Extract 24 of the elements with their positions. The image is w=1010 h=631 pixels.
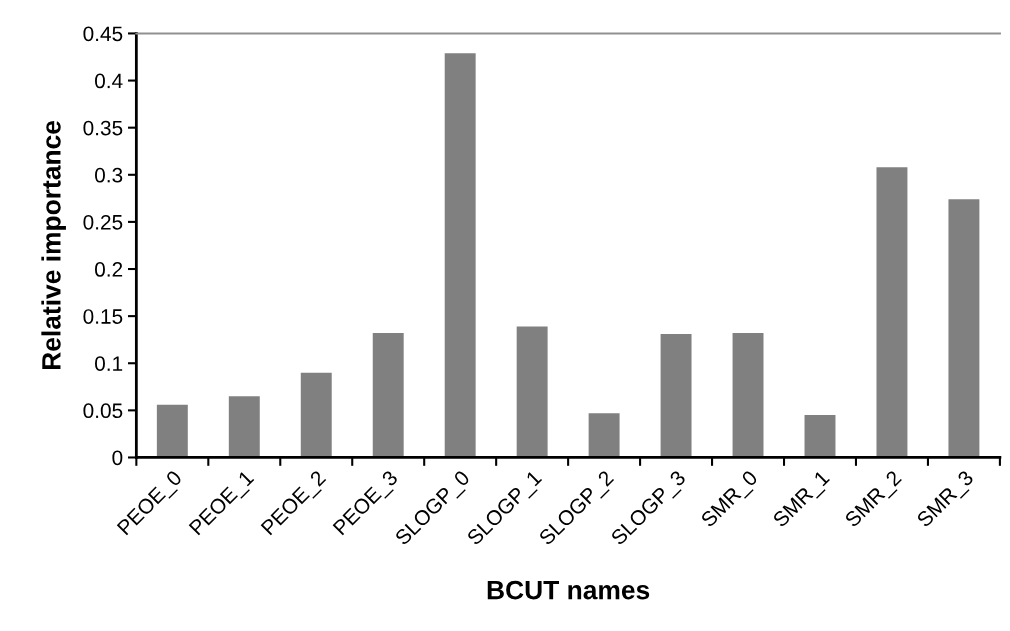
y-tick-label: 0.4: [95, 73, 123, 89]
y-tick-label: 0.3: [95, 167, 123, 183]
y-tick-label: 0.25: [83, 214, 123, 230]
bar: [876, 167, 908, 458]
y-tick-label: 0.45: [83, 26, 123, 42]
y-tick-label: 0.1: [95, 356, 123, 371]
bar: [300, 372, 332, 458]
bar: [948, 199, 980, 458]
y-tick-label: 0.15: [83, 309, 123, 324]
x-axis-title: BCUT names: [487, 580, 650, 600]
bar: [228, 396, 260, 458]
y-tick-label: 0.2: [95, 262, 123, 277]
bar: [660, 334, 692, 458]
y-tick-label: 0.05: [83, 403, 123, 419]
bar: [516, 326, 548, 458]
bar: [156, 404, 188, 458]
y-axis-title: Relative importance: [41, 120, 66, 370]
bar: [732, 333, 764, 458]
bar: [444, 53, 476, 458]
bar: [372, 333, 404, 458]
y-tick-label: 0: [112, 450, 123, 466]
bar: [804, 415, 836, 458]
bar: [588, 413, 620, 458]
y-tick-label: 0.35: [83, 120, 123, 136]
